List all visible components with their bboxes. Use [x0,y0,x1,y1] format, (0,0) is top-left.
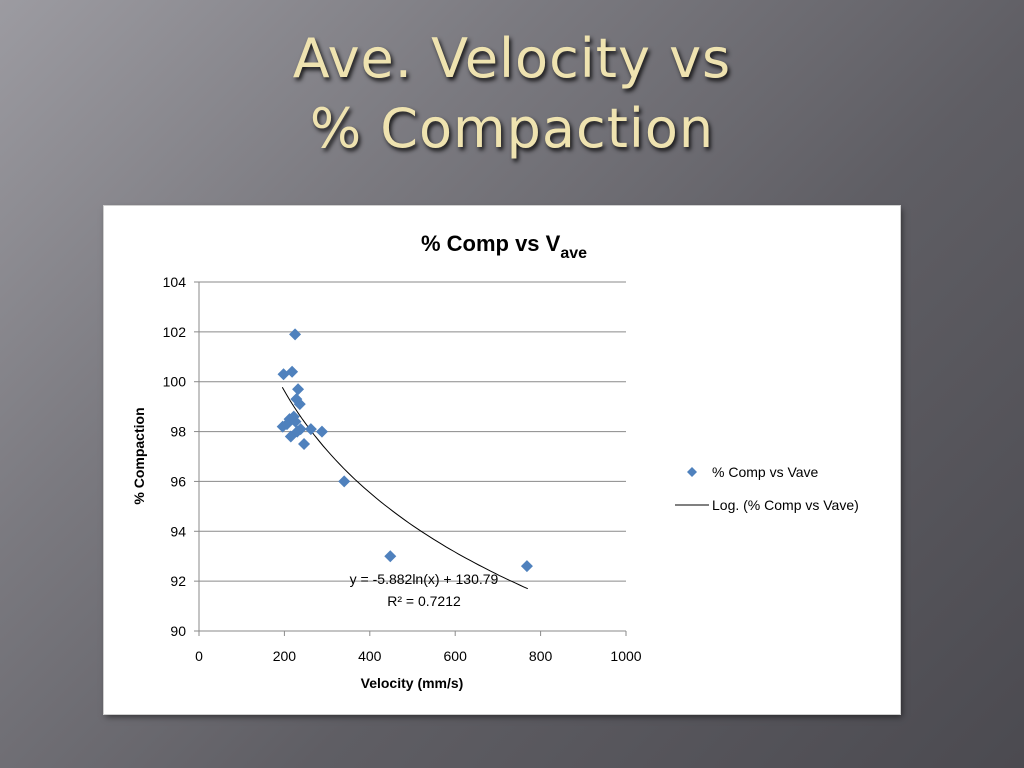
data-point [290,393,303,406]
data-point [298,438,311,451]
x-tick-labels: 0 200 400 600 800 1000 [195,648,642,664]
y-tick-labels: 90 92 94 96 98 100 102 104 [163,274,187,639]
data-point [277,368,290,381]
y-tick-label: 104 [163,274,187,290]
y-tick-label: 102 [163,324,187,340]
x-tick-label: 1000 [610,648,641,664]
legend: % Comp vs Vave Log. (% Comp vs Vave) [675,464,859,513]
trendline [281,387,529,590]
y-tick-label: 94 [170,523,186,539]
y-tick-label: 90 [170,623,186,639]
data-point [304,423,317,436]
data-points [276,328,533,573]
chart-title-main: % Comp vs V [421,231,561,256]
trendline-equation: y = -5.882ln(x) + 130.79 [350,571,499,587]
legend-trendline-label: Log. (% Comp vs Vave) [712,497,859,513]
data-point [291,425,304,438]
data-point [384,550,397,563]
data-point [289,328,302,341]
y-tick-label: 92 [170,573,186,589]
slide-title-line2: % Compaction [309,97,715,160]
x-tick-label: 600 [444,648,468,664]
data-point [280,418,293,431]
chart-title: % Comp vs Vave [421,231,587,262]
scatter-chart: % Comp vs Vave 90 92 94 96 98 100 102 104 0 200 4… [131,231,859,691]
data-point [315,425,328,438]
chart-panel: % Comp vs Vave 90 92 94 96 98 100 102 104 0 200 4… [104,206,900,714]
x-tick-label: 400 [358,648,382,664]
data-point [286,365,299,378]
data-point [292,383,305,396]
trendline-r-squared: R² = 0.7212 [387,593,461,609]
data-point [293,398,306,411]
data-point [338,475,351,488]
x-axis-label: Velocity (mm/s) [361,675,464,691]
x-tick-label: 800 [529,648,553,664]
data-point [520,560,533,573]
slide-title: Ave. Velocity vs % Compaction [0,24,1024,164]
chart-title-subscript: ave [560,245,587,262]
legend-series-label: % Comp vs Vave [712,464,819,480]
y-axis-label: % Compaction [131,407,147,504]
x-tick-label: 0 [195,648,203,664]
gridlines [194,281,627,636]
data-point [284,430,297,443]
y-tick-label: 100 [163,374,187,390]
slide-title-line1: Ave. Velocity vs [292,27,732,90]
x-tick-label: 200 [273,648,297,664]
y-tick-label: 98 [170,424,186,440]
legend-marker-diamond [687,467,697,477]
data-point [276,420,289,433]
y-tick-label: 96 [170,473,186,489]
data-point [289,415,302,428]
